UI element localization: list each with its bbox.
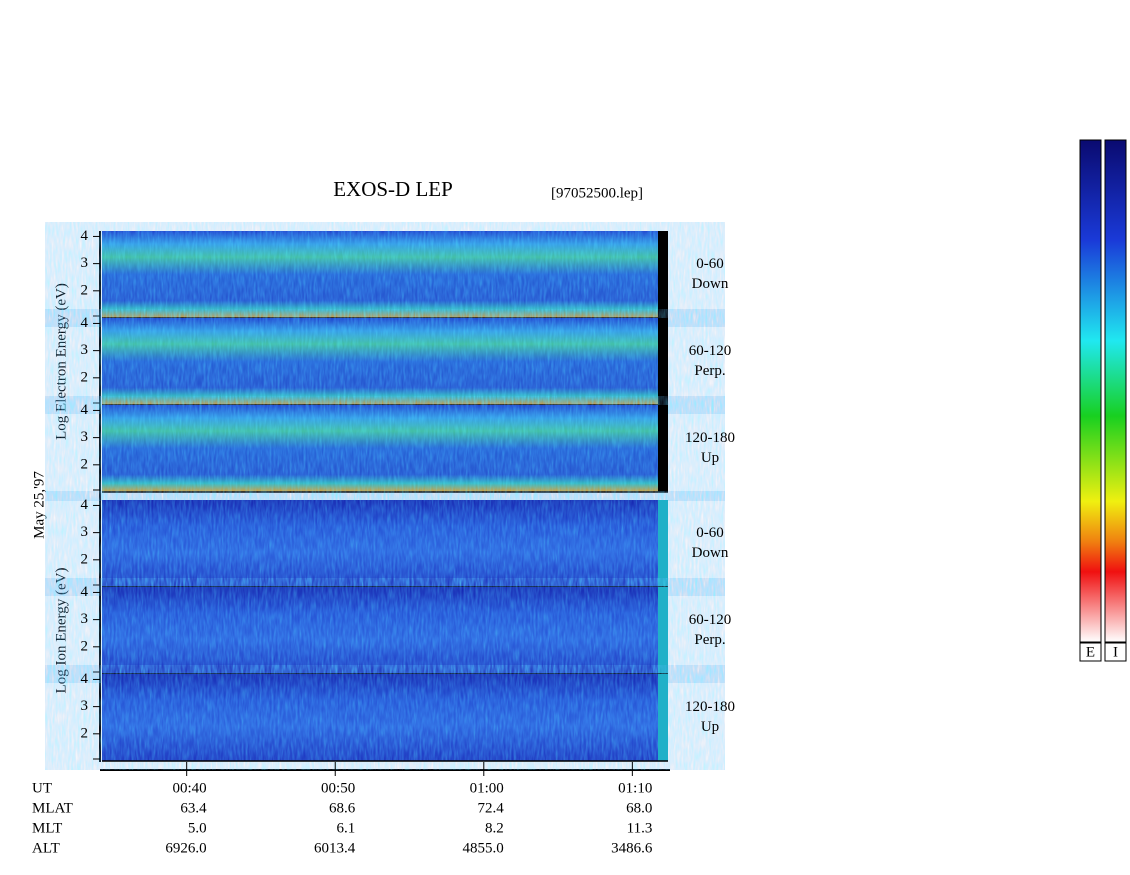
y-tick-label: 4 (81, 228, 89, 244)
spectrogram-texture (102, 405, 668, 492)
direction-label: Down (692, 276, 729, 292)
y-tick-label: 4 (81, 671, 89, 687)
y-tick-label: 4 (81, 315, 89, 331)
y-tick-label: 3 (81, 342, 89, 358)
y-tick-label: 2 (81, 456, 89, 472)
ephemeris-value: 68.6 (329, 800, 356, 816)
y-tick-label: 3 (81, 429, 89, 445)
spectrogram-texture (102, 587, 668, 674)
pitch-angle-label: 120-180 (685, 699, 735, 715)
y-tick-label: 2 (81, 725, 89, 741)
pitch-angle-label: 0-60 (696, 256, 724, 272)
spectrogram-texture (102, 674, 668, 761)
spectrogram-texture (102, 500, 668, 587)
y-tick-label: 3 (81, 698, 89, 714)
x-tick-label: 01:00 (470, 780, 504, 796)
y-tick-label: 4 (81, 584, 89, 600)
ephemeris-label: MLT (32, 820, 62, 836)
direction-label: Up (701, 450, 719, 466)
direction-label: Up (701, 719, 719, 735)
spectrogram-texture (102, 318, 668, 405)
ephemeris-value: 68.0 (626, 800, 652, 816)
pitch-angle-label: 60-120 (689, 343, 732, 359)
direction-label: Down (692, 545, 729, 561)
ephemeris-label: ALT (32, 840, 60, 856)
y-tick-label: 3 (81, 524, 89, 540)
x-tick-label: 01:10 (618, 780, 652, 796)
y-tick-label: 4 (81, 402, 89, 418)
ephemeris-value: 6013.4 (314, 840, 356, 856)
pitch-angle-label: 120-180 (685, 430, 735, 446)
ephemeris-value: 11.3 (627, 820, 653, 836)
ephemeris-label: MLAT (32, 800, 73, 816)
colorbar-e (1079, 139, 1102, 643)
panel-edge-strip (658, 318, 668, 405)
y-tick-label: 2 (81, 638, 89, 654)
panel-edge-strip (658, 405, 668, 492)
colorbars: E I (1079, 139, 1127, 662)
colorbar-box (1079, 642, 1102, 662)
y-tick-label: 3 (81, 611, 89, 627)
ephemeris-value: 6926.0 (165, 840, 206, 856)
panel-edge-strip (658, 231, 668, 318)
chart-title: EXOS-D LEP (333, 177, 453, 201)
group-y-label: Log Electron Energy (eV) (53, 283, 69, 440)
direction-label: Perp. (694, 632, 725, 648)
spectrogram-texture (102, 231, 668, 318)
x-tick-label: 00:50 (321, 780, 355, 796)
y-tick-label: 2 (81, 369, 89, 385)
ephemeris-value: 8.2 (485, 820, 504, 836)
panel-edge-strip (658, 674, 668, 761)
ephemeris-value: 5.0 (188, 820, 207, 836)
subtitle: [97052500.lep] (551, 185, 643, 201)
colorbar-label: E (1086, 644, 1095, 660)
pitch-angle-label: 60-120 (689, 612, 732, 628)
pitch-angle-label: 0-60 (696, 525, 724, 541)
panel-edge-strip (658, 500, 668, 587)
x-tick-label: 00:40 (173, 780, 207, 796)
colorbar-label: I (1113, 644, 1118, 660)
y-tick-label: 3 (81, 255, 89, 271)
colorbar-box (1104, 642, 1127, 662)
ephemeris-value: 63.4 (180, 800, 207, 816)
direction-label: Perp. (694, 363, 725, 379)
x-axis-label: UT (32, 780, 52, 796)
colorbar-i (1104, 139, 1127, 643)
y-tick-label: 4 (81, 497, 89, 513)
ephemeris-value: 3486.6 (611, 840, 653, 856)
group-y-label: Log Ion Energy (eV) (53, 568, 69, 694)
panel-edge-strip (658, 587, 668, 674)
ephemeris-value: 4855.0 (463, 840, 504, 856)
date-label: May 25,'97 (31, 471, 47, 539)
y-tick-label: 2 (81, 551, 89, 567)
ephemeris-value: 6.1 (336, 820, 355, 836)
y-tick-label: 2 (81, 282, 89, 298)
ephemeris-value: 72.4 (478, 800, 505, 816)
